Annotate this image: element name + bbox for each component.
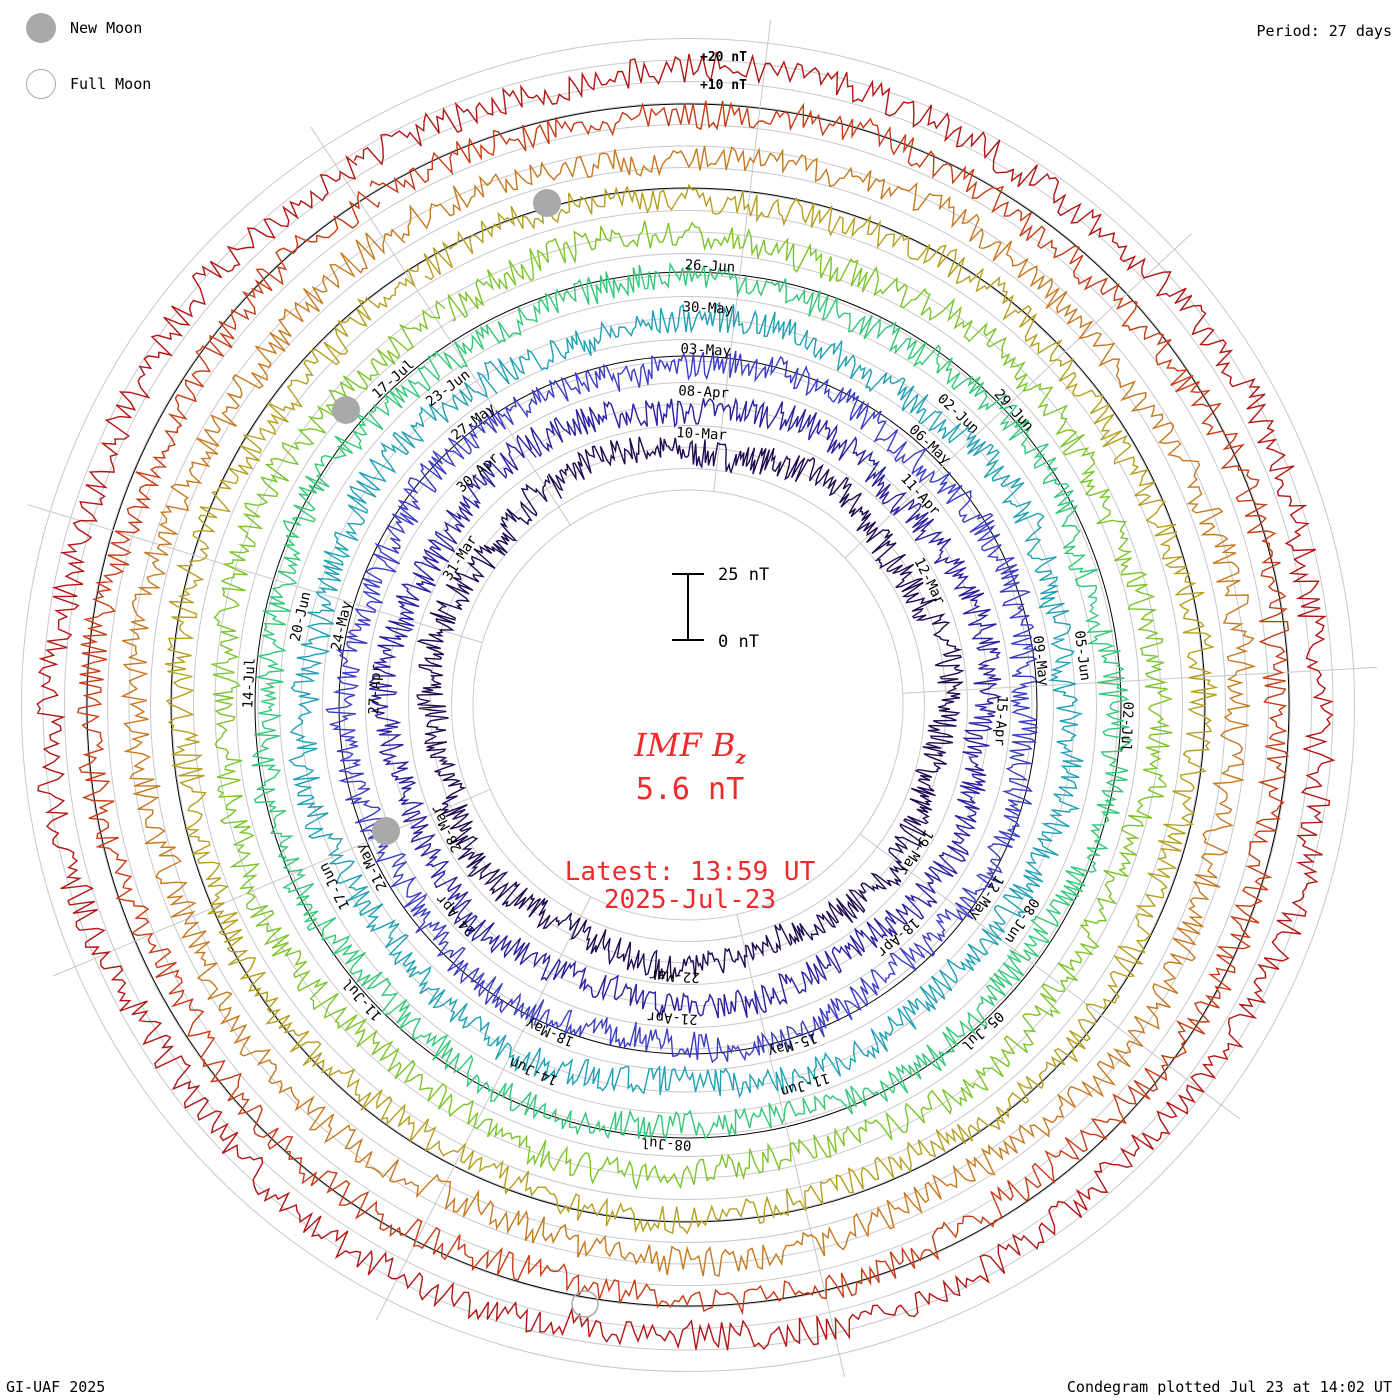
grid-ring [21, 38, 1355, 1372]
bz-trace-rev-8 [120, 145, 1257, 1277]
date-label: 05-Jun [1071, 630, 1093, 682]
quantity-title-sub: z [735, 747, 746, 769]
grid-ring [85, 102, 1291, 1308]
scale-bar: 25 nT 0 nT [672, 565, 769, 652]
date-label: 30-May [682, 299, 733, 318]
date-label: 20-Jun [288, 590, 315, 643]
day-spoke [844, 232, 1192, 559]
grid-ring [322, 339, 1054, 1071]
grid-ring [365, 382, 1011, 1028]
bz-trace-rev-5 [251, 261, 1133, 1141]
day-spoke [53, 788, 491, 977]
date-label: 08-Apr [678, 383, 729, 402]
grid-ring [408, 425, 968, 985]
latest-value: 5.6 nT [635, 772, 745, 807]
scale-top-label: 25 nT [718, 565, 769, 585]
grid-ring [150, 167, 1226, 1243]
date-label: 09-May [1029, 635, 1051, 687]
grid-ring [257, 274, 1119, 1136]
bz-trace-rev-4 [288, 301, 1084, 1099]
date-label: 24-May [328, 599, 355, 652]
new-moon-marker [372, 817, 400, 845]
credit-text: GI-UAF 2025 [6, 1378, 106, 1396]
ring-tick-10: +10 nT [700, 78, 747, 93]
date-label: 08-Jul [640, 1134, 691, 1153]
period-label: Period: 27 days [1256, 22, 1392, 40]
new-moon-marker [332, 396, 360, 424]
grid-ring [451, 468, 925, 942]
date-label: 21-May [353, 841, 390, 893]
grid-ring [386, 403, 990, 1007]
grid-ring [236, 253, 1140, 1157]
zero-baseline [338, 355, 1038, 1055]
zero-baseline [86, 103, 1290, 1307]
bz-trace-rev-2 [368, 396, 1003, 1020]
grid-ring [472, 489, 904, 921]
legend-new-moon: New Moon [26, 13, 142, 43]
date-labels: 10-Mar12-Mar19-Mar22-Mar28-Mar31-Mar08-A… [240, 257, 1136, 1153]
day-spoke [310, 126, 571, 526]
grid-ring [107, 124, 1269, 1286]
bz-trace-rev-3 [325, 350, 1038, 1064]
grid-ring [64, 81, 1312, 1329]
date-label: 10-Mar [676, 425, 727, 444]
plotted-timestamp: Condegram plotted Jul 23 at 14:02 UT [1066, 1378, 1392, 1396]
moon-markers [332, 189, 599, 1318]
grid-ring [193, 210, 1183, 1200]
day-spoke [713, 19, 772, 492]
new-moon-icon [26, 13, 56, 43]
date-label: 26-Jun [684, 257, 735, 276]
date-label: 12-Mar [911, 555, 948, 607]
ring-grid [21, 38, 1355, 1372]
bz-trace-rev-9 [77, 100, 1290, 1316]
full-moon-label: Full Moon [70, 75, 152, 93]
bz-traces [36, 52, 1336, 1351]
bz-trace-rev-1 [416, 436, 965, 981]
latest-date: 2025-Jul-23 [603, 885, 777, 915]
date-label: 27-Apr [366, 664, 385, 715]
quantity-title-main: IMF B [634, 726, 736, 764]
new-moon-label: New Moon [70, 19, 143, 37]
full-moon-icon [26, 69, 56, 99]
latest-timestamp: Latest: 13:59 UT 2025-Jul-23 [490, 858, 890, 914]
date-label: 22-Mar [649, 966, 700, 985]
date-label: 03-May [680, 341, 731, 360]
date-label: 02-Jul [1117, 701, 1136, 752]
bz-trace-rev-10 [36, 52, 1336, 1351]
bz-trace-rev-7 [164, 183, 1219, 1235]
legend-full-moon: Full Moon [26, 69, 151, 99]
date-label: 14-Jul [240, 657, 259, 708]
date-label: 21-Apr [647, 1008, 698, 1027]
day-spoke [27, 504, 483, 644]
date-label: 15-Apr [991, 695, 1010, 746]
day-spoke [902, 666, 1378, 694]
day-spoke [859, 833, 1241, 1120]
day-spoke [375, 896, 592, 1321]
ring-tick-20: +20 nT [700, 50, 747, 65]
quantity-title: IMF Bz [490, 726, 890, 768]
new-moon-marker [533, 189, 561, 217]
latest-time: Latest: 13:59 UT [564, 857, 816, 887]
scale-bottom-label: 0 nT [718, 632, 759, 652]
grid-ring [214, 231, 1162, 1179]
full-moon-marker [571, 1290, 599, 1318]
ring-tick-labels: +20 nT +10 nT [700, 50, 747, 93]
bz-trace-rev-6 [209, 220, 1174, 1191]
